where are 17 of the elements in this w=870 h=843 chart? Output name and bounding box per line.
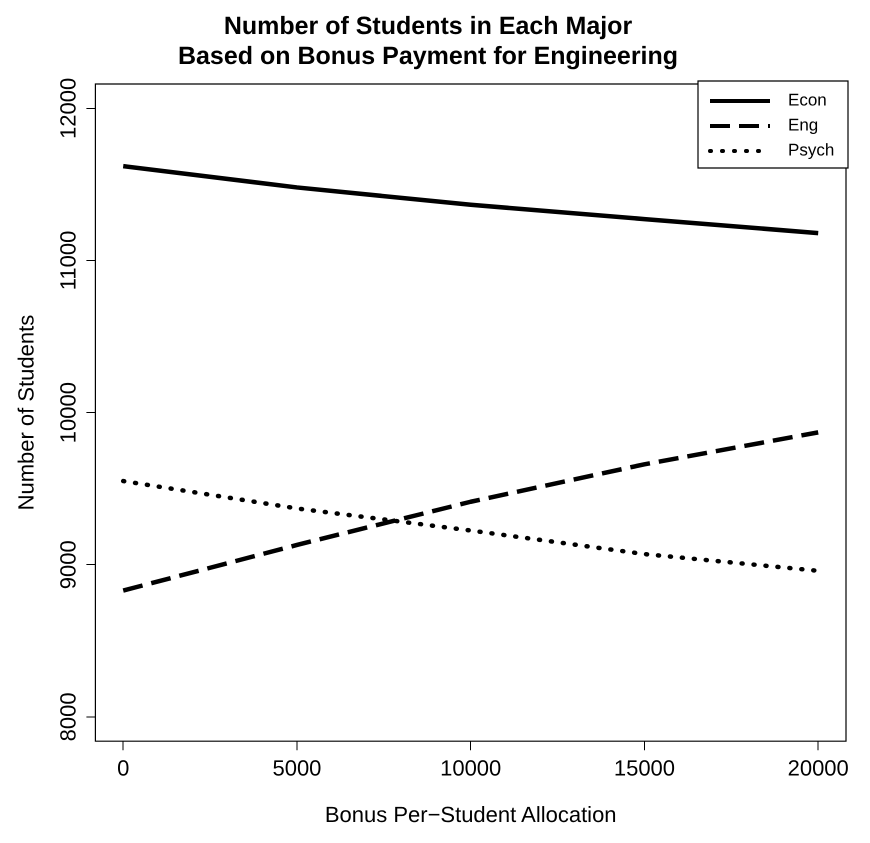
legend-label: Psych [788,140,834,160]
y-tick-label: 11000 [55,230,80,290]
x-tick-label: 0 [117,755,130,780]
x-tick-label: 10000 [440,755,502,780]
chart-title: Number of Students in Each Major Based on Bonus Payment for Engineering [178,12,678,70]
legend-label: Eng [788,116,818,135]
y-tick-label: 12000 [55,78,80,139]
y-tick-label: 8000 [55,692,80,742]
x-axis-title: Bonus Per−Student Allocation [324,802,617,827]
line-series [120,430,820,593]
legend-label: Econ [788,90,827,110]
y-tick-label: 10000 [55,382,80,444]
y-tick-label: 9000 [55,540,80,590]
x-tick-label: 20000 [788,755,849,780]
x-tick-label: 15000 [614,755,676,780]
y-axis-title: Number of Students [13,314,38,510]
x-tick-label: 5000 [272,755,322,780]
